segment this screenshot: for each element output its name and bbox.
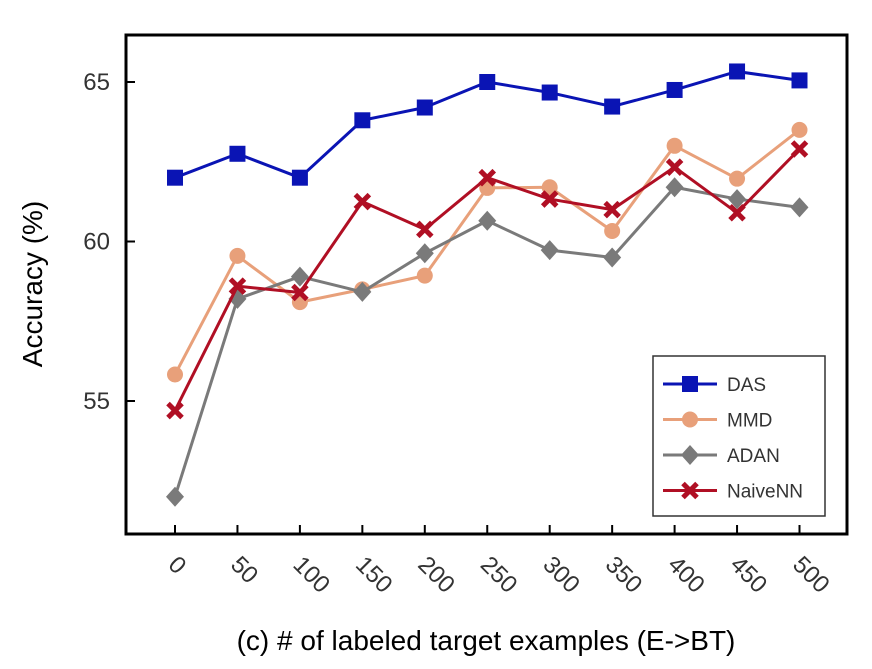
mmd-point — [541, 179, 558, 196]
mmd-point — [604, 222, 621, 239]
mmd-point — [229, 247, 246, 264]
das-point — [167, 169, 183, 186]
das-point — [604, 98, 621, 115]
y-axis-label: Accuracy (%) — [17, 201, 48, 367]
x-tick-label: 200 — [413, 551, 460, 598]
adan-point — [603, 247, 622, 268]
legend-item-mmd: MMD — [663, 411, 772, 432]
das-point — [666, 81, 683, 98]
legend-item-das: DAS — [663, 375, 766, 396]
legend-marker — [682, 376, 698, 392]
x-tick-label: 50 — [225, 551, 263, 589]
x-tick-label: 350 — [600, 551, 647, 598]
legend-items: DAS MMD ADAN NaiveNN — [663, 375, 803, 503]
mmd-point — [666, 137, 683, 154]
adan-point — [540, 240, 559, 261]
series-adan — [166, 177, 809, 507]
das-point — [541, 84, 558, 101]
y-axis-ticks: 55 60 65 — [83, 69, 135, 415]
adan-point — [415, 243, 434, 264]
das-point — [729, 63, 746, 80]
legend-item-naivenn: NaiveNN — [663, 482, 803, 503]
naivenn-point — [540, 190, 559, 208]
legend: DAS MMD ADAN NaiveNN — [652, 355, 826, 517]
legend-marker — [681, 481, 699, 500]
naivenn-point — [478, 168, 497, 187]
x-axis-label: (c) # of labeled target examples (E->BT) — [237, 625, 736, 656]
mmd-point — [791, 121, 808, 138]
x-axis-ticks: 0 50 100 150 200 250 300 350 400 450 500 — [163, 525, 835, 599]
das-point — [416, 99, 433, 116]
x-tick-label: 400 — [662, 551, 709, 598]
naivenn-point — [416, 220, 434, 239]
das-point — [291, 169, 308, 186]
legend-label: DAS — [727, 375, 766, 396]
naivenn-point — [665, 158, 684, 176]
x-tick-label: 300 — [537, 551, 584, 598]
series-naivenn — [166, 140, 809, 420]
adan-point — [166, 486, 184, 507]
x-tick-label: 100 — [288, 551, 335, 598]
series-layer — [166, 63, 809, 507]
legend-marker — [681, 445, 699, 465]
mmd-point — [729, 170, 746, 187]
legend-label: NaiveNN — [727, 482, 803, 503]
legend-item-adan: ADAN — [663, 445, 780, 467]
naivenn-point — [603, 200, 621, 219]
x-tick-label: 500 — [787, 551, 834, 598]
adan-point — [478, 210, 497, 231]
legend-label: ADAN — [727, 446, 780, 467]
naivenn-point — [353, 192, 372, 211]
naivenn-point — [166, 401, 184, 420]
y-tick-label: 55 — [83, 388, 110, 415]
series-das — [167, 63, 808, 186]
adan-point — [353, 281, 372, 302]
legend-label: MMD — [727, 411, 772, 432]
adan-point — [665, 177, 684, 198]
y-tick-label: 60 — [83, 229, 110, 256]
adan-point — [290, 266, 309, 287]
x-tick-label: 150 — [350, 551, 397, 598]
x-tick-label: 250 — [475, 551, 522, 598]
adan-point — [728, 189, 747, 210]
adan-point — [790, 197, 809, 218]
mmd-point — [416, 267, 433, 284]
series-mmd — [167, 121, 808, 383]
das-point — [479, 74, 496, 90]
naivenn-point — [790, 140, 809, 158]
das-point — [791, 72, 808, 89]
x-tick-label: 0 — [163, 551, 192, 580]
das-point — [354, 112, 371, 129]
naivenn-point — [291, 283, 309, 302]
naivenn-point — [728, 204, 746, 222]
legend-marker — [682, 411, 698, 428]
das-point — [229, 145, 246, 162]
y-tick-label: 65 — [83, 69, 110, 96]
naivenn-point — [228, 277, 247, 295]
mmd-point — [167, 366, 183, 383]
x-tick-label: 450 — [725, 551, 772, 598]
